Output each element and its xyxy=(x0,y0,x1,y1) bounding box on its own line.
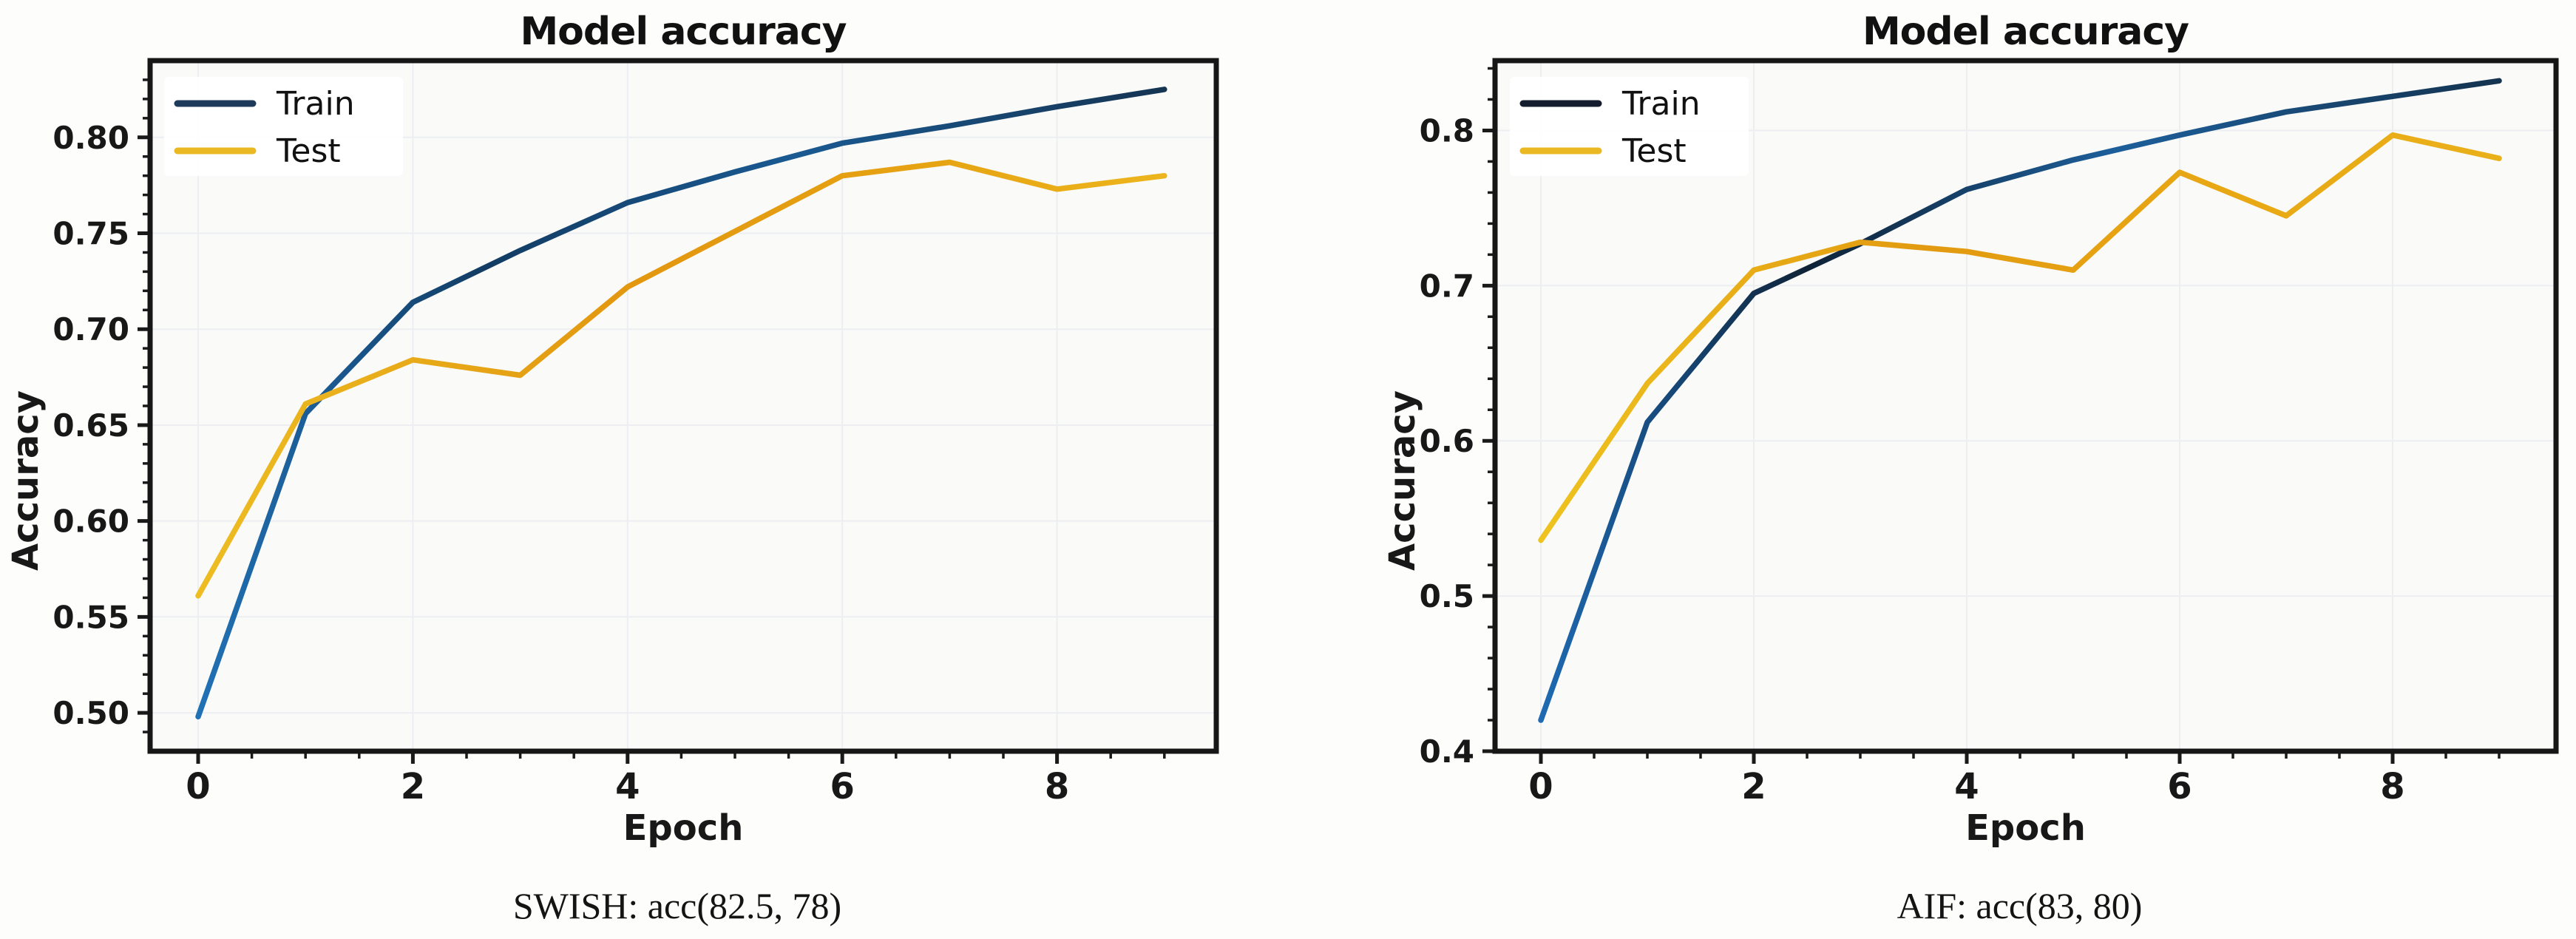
left-chart-y-axis-label: Accuracy xyxy=(5,390,47,572)
left-chart-y-tick-label: 0.50 xyxy=(52,695,129,731)
right-chart-legend: Train Test xyxy=(1510,77,1749,176)
left-chart-y-tick-label: 0.80 xyxy=(52,120,129,156)
right-chart-spines xyxy=(1492,58,2559,754)
right-chart-group: 0.4 0.5 0.6 0.7 0.8 0 2 4 6 8 Train Test xyxy=(1420,58,2559,807)
right-chart-x-tick-label: 2 xyxy=(1741,766,1766,807)
left-chart-title: Model accuracy xyxy=(520,10,847,54)
right-chart-x-tick-label: 6 xyxy=(2167,766,2192,807)
right-chart-y-tick-label: 0.4 xyxy=(1420,733,1474,770)
left-chart-x-tick-label: 8 xyxy=(1045,766,1069,807)
right-chart-x-tick-label: 4 xyxy=(1954,766,1979,807)
right-chart-y-tick-label: 0.8 xyxy=(1420,112,1474,149)
left-chart-x-tick-label: 4 xyxy=(615,766,640,807)
left-chart-train-line xyxy=(195,87,1167,720)
left-chart-tick-labels: 0.50 0.55 0.60 0.65 0.70 0.75 0.80 0 2 4 6 8 xyxy=(52,120,1069,807)
left-chart-x-tick-label: 6 xyxy=(830,766,854,807)
right-chart-legend-test-label: Test xyxy=(1621,132,1687,170)
left-chart-test-line xyxy=(195,159,1167,599)
left-chart-y-tick-label: 0.70 xyxy=(52,311,129,348)
left-chart-y-tick-label: 0.55 xyxy=(52,599,129,635)
left-chart-spines xyxy=(147,58,1219,754)
right-chart-test-line xyxy=(1538,132,2502,543)
left-chart-legend-train-label: Train xyxy=(276,85,355,123)
right-chart-x-tick-label: 0 xyxy=(1528,766,1553,807)
left-chart-legend-test-label: Test xyxy=(276,132,341,170)
right-chart-y-axis-label: Accuracy xyxy=(1382,390,1423,572)
left-chart-y-tick-label: 0.65 xyxy=(52,407,129,444)
left-chart-legend: Train Test xyxy=(164,77,403,176)
right-chart-y-tick-label: 0.5 xyxy=(1420,578,1474,614)
left-chart-caption: SWISH: acc(82.5, 78) xyxy=(512,885,842,926)
left-chart-y-tick-label: 0.75 xyxy=(52,216,129,252)
left-chart-x-axis-label: Epoch xyxy=(623,807,744,849)
left-chart-group: 0.50 0.55 0.60 0.65 0.70 0.75 0.80 0 2 4 6 8 Train Te… xyxy=(52,58,1219,807)
right-chart-y-tick-label: 0.6 xyxy=(1420,423,1474,459)
right-chart-train-line xyxy=(1538,78,2502,723)
right-chart-x-axis-label: Epoch xyxy=(1965,807,2086,849)
right-chart-caption: AIF: acc(83, 80) xyxy=(1897,885,2143,926)
right-chart-tick-labels: 0.4 0.5 0.6 0.7 0.8 0 2 4 6 8 xyxy=(1420,112,2405,807)
left-chart-y-tick-label: 0.60 xyxy=(52,504,129,540)
right-chart-y-tick-label: 0.7 xyxy=(1420,268,1474,304)
left-chart-x-tick-label: 2 xyxy=(401,766,425,807)
right-chart-x-tick-label: 8 xyxy=(2380,766,2404,807)
right-chart-title: Model accuracy xyxy=(1862,10,2189,54)
left-chart-x-tick-label: 0 xyxy=(186,766,210,807)
right-chart-legend-train-label: Train xyxy=(1621,85,1701,123)
